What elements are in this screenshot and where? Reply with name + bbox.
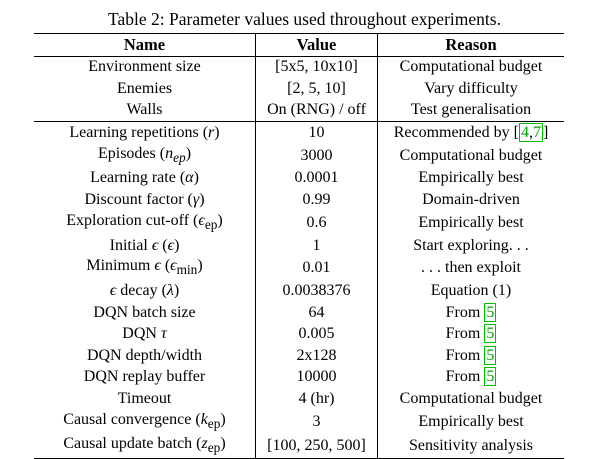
row-reason: Computational budget [399,146,543,164]
citation-link[interactable]: 5 [486,346,495,364]
row-name: Discount factor (γ) [84,190,205,208]
row-name: DQN replay buffer [83,368,206,386]
table-row: Learning rate (α) 0.0001 Empirically bes… [34,167,564,190]
row-name: Causal convergence (kep) [63,410,226,431]
row-reason: Domain-driven [422,190,520,208]
table-row: Learning repetitions (r) 10 Recommended … [34,121,564,144]
row-name: Initial ϵ (ϵ) [109,236,180,254]
row-value: 64 [255,302,378,324]
row-reason: Start exploring. . . [413,236,529,254]
table-row: Minimum ϵ (ϵmin) 0.01 . . . then exploit [34,256,564,281]
row-reason: Equation (1) [430,282,512,300]
row-reason: From 5 [445,367,497,387]
table-row: Exploration cut-off (ϵep) 0.6 Empiricall… [34,210,564,235]
row-reason: Test generalisation [410,101,532,119]
row-reason: Empirically best [418,412,524,430]
header-value: Value [255,33,378,56]
table-row: Timeout 4 (hr) Computational budget [34,388,564,410]
table-row: Enemies [2, 5, 10] Vary difficulty [34,78,564,100]
table-row: Initial ϵ (ϵ) 1 Start exploring. . . [34,234,564,257]
row-value: 0.0001 [255,167,378,190]
citation-link[interactable]: 5 [486,325,495,343]
table-row: DQN τ 0.005 From 5 [34,323,564,346]
header-name: Name [123,34,166,54]
row-name: Episodes (nep) [97,144,192,165]
row-value: 0.99 [255,189,378,211]
row-value: 0.0038376 [255,280,378,303]
citation-link[interactable]: 5 [486,303,495,321]
row-reason: Computational budget [399,389,543,407]
row-value: 3 [255,409,378,434]
table-caption: Table 2: Parameter values used throughou… [108,9,501,29]
row-name: DQN depth/width [86,346,203,364]
row-reason: Computational budget [399,58,543,76]
row-value: 0.005 [255,323,378,346]
row-name: Walls [126,101,163,119]
row-name: Environment size [88,58,201,76]
citation-link[interactable]: 5 [486,368,495,386]
row-reason: From 5 [445,324,497,344]
row-reason: . . . then exploit [421,259,521,277]
row-name: Learning rate (α) [90,169,199,187]
row-name: Enemies [116,79,173,97]
table-row: Causal update batch (zep) [100, 250, 500… [34,433,564,459]
row-name: Learning repetitions (r) [69,123,220,141]
citation-link[interactable]: 4 [520,123,529,141]
table-row: DQN batch size 64 From 5 [34,302,564,324]
row-reason: From 5 [445,345,497,365]
table-row: Episodes (nep) 3000 Computational budget [34,143,564,168]
table-row: ϵ decay (λ) 0.0038376 Equation (1) [34,280,564,303]
row-value: 4 (hr) [255,388,378,410]
row-reason: Empirically best [418,169,524,187]
header-row: Name Value Reason [34,33,564,56]
table-row: Discount factor (γ) 0.99 Domain-driven [34,189,564,211]
row-reason: Recommended by [4,7] [393,122,549,142]
table-row: Causal convergence (kep) 3 Empirically b… [34,409,564,434]
row-name: ϵ decay (λ) [109,282,180,300]
row-value: 3000 [255,143,378,168]
table-row: DQN depth/width 2x128 From 5 [34,345,564,367]
row-value: 10 [255,121,378,144]
row-name: DQN batch size [93,303,196,321]
row-reason: From 5 [445,302,497,322]
table-row: DQN replay buffer 10000 From 5 [34,366,564,389]
row-reason: Vary difficulty [424,79,518,97]
row-reason: Empirically best [418,213,524,231]
header-reason: Reason [445,34,497,54]
row-name: Minimum ϵ (ϵmin) [86,257,203,278]
table-row: Walls On (RNG) / off Test generalisation [34,99,564,122]
row-name: Timeout [117,389,172,407]
row-value: On (RNG) / off [255,99,378,122]
row-reason: Sensitivity analysis [409,436,533,454]
row-value: 2x128 [255,345,378,367]
row-value: [2, 5, 10] [255,78,378,100]
row-value: 0.6 [255,210,378,235]
table-row: Environment size [5x5, 10x10] Computatio… [34,56,564,78]
row-value: 10000 [255,366,378,389]
row-value: [5x5, 10x10] [255,56,378,78]
row-value: [100, 250, 500] [255,433,378,459]
row-value: 1 [255,234,378,257]
citation-link[interactable]: 7 [532,123,541,141]
row-value: 0.01 [255,256,378,281]
row-name: Causal update batch (zep) [63,434,226,455]
row-name: DQN τ [122,325,167,343]
row-name: Exploration cut-off (ϵep) [66,211,223,232]
parameter-table: Name Value Reason Environment size [5x5,… [34,33,564,459]
